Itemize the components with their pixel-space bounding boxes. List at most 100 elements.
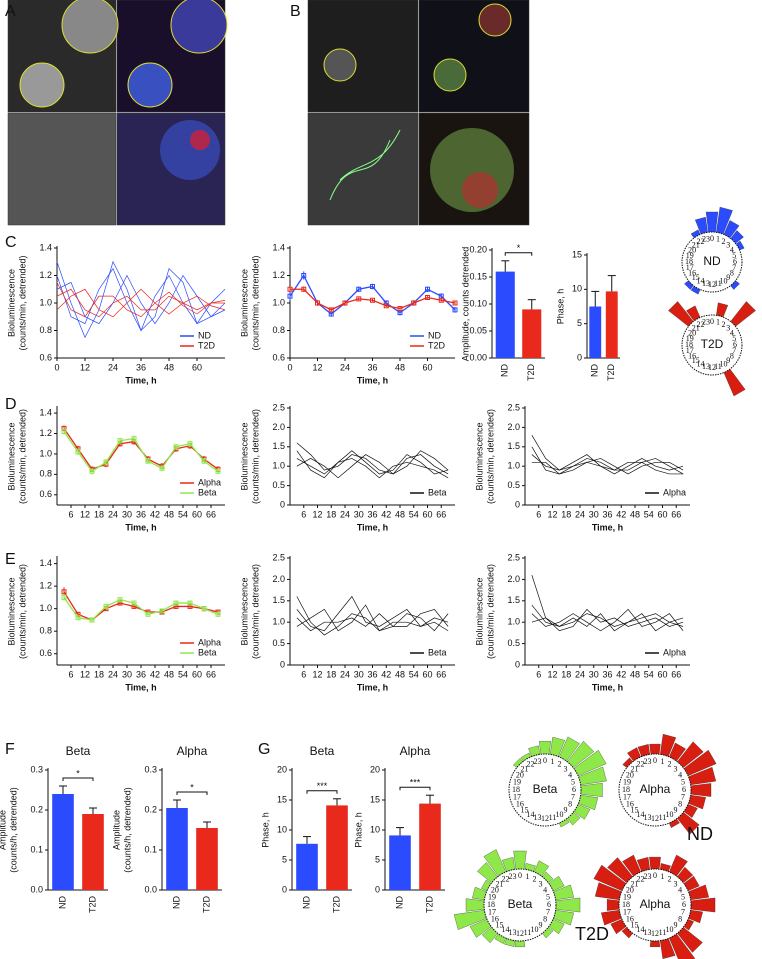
x-tick-label: 0 [287, 362, 292, 372]
x-tick-label: 24 [108, 362, 118, 372]
y-tick-label: 0 [577, 352, 582, 362]
islet [170, 0, 228, 54]
legend-label: Beta [428, 487, 447, 497]
x-tick-label: 36 [136, 362, 146, 372]
hour-label: 2 [668, 875, 672, 884]
hour-label: 1 [551, 757, 555, 766]
hour-label: 1 [661, 872, 665, 881]
rose-bar [730, 301, 756, 327]
islet [433, 58, 467, 92]
hour-label: 23 [643, 757, 651, 766]
y-tick-label: 0.00 [469, 352, 487, 362]
rose-bar [649, 856, 661, 870]
y-tick-label: 10 [370, 824, 380, 834]
x-tick-label: 30 [354, 509, 364, 519]
marker [145, 611, 151, 617]
x-tick-label: 36 [602, 669, 612, 679]
x-tick-label: 66 [206, 509, 216, 519]
y-axis-label: (counts/h, detrended) [8, 787, 18, 873]
x-tick-label: 24 [575, 509, 585, 519]
hour-label: 3 [564, 764, 568, 773]
x-tick-label: ND [500, 364, 510, 377]
legend-label: ND [198, 330, 211, 340]
marker [131, 436, 137, 442]
y-tick-label: 0.6 [39, 352, 52, 362]
x-tick-label: 48 [395, 669, 405, 679]
rose-center-label: Beta [508, 897, 533, 911]
hour-label: 10 [556, 810, 564, 819]
x-tick-label: 24 [108, 669, 118, 679]
y-tick-label: 1.5 [507, 441, 520, 451]
y-axis-label: (counts/min, detrended) [17, 255, 27, 350]
legend-label: Beta [198, 647, 217, 657]
y-tick-label: 0 [280, 499, 285, 509]
hour-label: 0 [710, 317, 714, 326]
x-tick-label: 48 [164, 362, 174, 372]
y-tick-label: 2.5 [272, 402, 285, 412]
hour-label: 7 [681, 792, 685, 801]
track [329, 129, 401, 201]
y-tick-label: 0.3 [144, 764, 157, 774]
x-tick-label: 42 [616, 669, 626, 679]
x-tick-label: 36 [367, 669, 377, 679]
y-tick-label: 0.8 [39, 469, 52, 479]
hour-label: 11 [714, 279, 722, 288]
x-tick-label: 42 [150, 509, 160, 519]
marker [201, 606, 207, 612]
image-b1 [307, 0, 419, 113]
marker [61, 589, 67, 595]
rose-bar [716, 302, 729, 318]
marker [328, 307, 334, 313]
y-tick-label: 2.5 [507, 402, 520, 412]
group-label: ND [687, 824, 713, 844]
hour-label: 11 [659, 813, 667, 822]
hour-label: 14 [637, 810, 645, 819]
hour-label: 4 [543, 885, 547, 894]
marker [201, 458, 207, 464]
marker [315, 300, 320, 306]
x-tick-label: 18 [94, 509, 104, 519]
x-tick-label: 42 [150, 669, 160, 679]
marker [383, 303, 389, 309]
hour-label: 6 [682, 900, 686, 909]
hour-label: 20 [491, 885, 499, 894]
x-tick-label: 24 [340, 669, 350, 679]
y-tick-label: 20 [277, 764, 287, 774]
series-line [63, 597, 219, 621]
rose-bar [690, 783, 712, 797]
x-tick-label: 6 [301, 669, 306, 679]
marker [425, 286, 430, 292]
y-tick-label: 0.5 [507, 638, 520, 648]
hour-label: 23 [702, 318, 710, 327]
hour-label: 3 [674, 764, 678, 773]
y-tick-label: 1.4 [39, 558, 52, 568]
legend-label: Beta [428, 647, 447, 657]
series-line [531, 608, 684, 632]
hour-label: 5 [546, 892, 550, 901]
x-tick-label: 6 [301, 509, 306, 519]
hour-label: 16 [688, 268, 696, 277]
hour-label: 19 [686, 334, 694, 343]
x-axis-label: Time, h [125, 682, 156, 692]
marker [397, 306, 403, 311]
rose-center-label: T2D [701, 337, 724, 351]
hour-label: 13 [533, 813, 541, 822]
y-tick-label: 2.5 [507, 552, 520, 562]
hour-label: 9 [564, 805, 568, 814]
bar [522, 309, 542, 358]
x-tick-label: 36 [602, 509, 612, 519]
x-tick-label: 60 [422, 509, 432, 519]
y-tick-label: 15 [572, 249, 582, 259]
x-tick-label: T2D [424, 896, 434, 914]
hour-label: 9 [726, 356, 730, 365]
significance: * [190, 782, 194, 792]
hour-label: 16 [626, 914, 634, 923]
x-tick-label: 12 [547, 509, 557, 519]
y-axis-label: (counts/min, detrended) [250, 564, 260, 659]
marker [75, 615, 81, 621]
hour-label: 18 [487, 900, 495, 909]
x-tick-label: 36 [136, 509, 146, 519]
hour-label: 12 [651, 929, 659, 938]
marker [89, 468, 95, 474]
hour-label: 4 [678, 885, 682, 894]
